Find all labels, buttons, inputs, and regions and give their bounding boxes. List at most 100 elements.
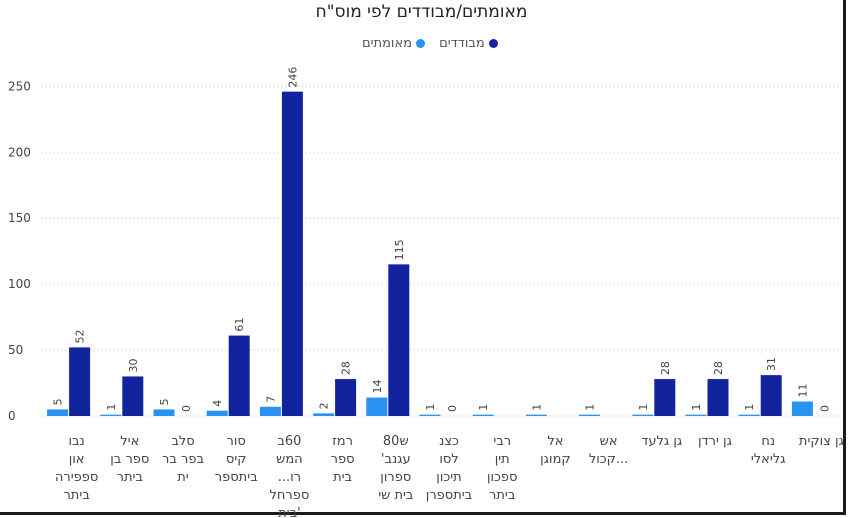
- category-label: בפר בר: [162, 452, 204, 467]
- category-label: עגנב': [381, 452, 411, 467]
- y-tick-label: 150: [8, 211, 31, 225]
- data-label-isolated: 0: [180, 405, 193, 412]
- category-label: קמוגן: [540, 452, 571, 467]
- bar-isolated: [388, 264, 410, 416]
- data-label-confirmed: 5: [52, 398, 65, 405]
- data-label-isolated: 28: [340, 361, 353, 375]
- category-label: ...קכול: [589, 452, 628, 467]
- category-label: תיכון: [436, 470, 461, 485]
- legend-item-confirmed[interactable]: מאומתים: [362, 36, 425, 51]
- category-label: כצנ: [439, 434, 459, 449]
- bar-isolated: [228, 335, 250, 416]
- bar-confirmed: [100, 414, 122, 416]
- category-label: ספר בן: [110, 452, 149, 467]
- category-label: ביתר: [63, 488, 89, 503]
- category-label: נבו: [68, 434, 84, 449]
- category-label: ספפירה: [55, 470, 98, 485]
- category-label: רו...: [278, 470, 301, 485]
- bar-isolated: [707, 379, 729, 416]
- category-label: און: [69, 452, 85, 467]
- bar-confirmed: [153, 409, 175, 416]
- bar-confirmed: [685, 414, 707, 416]
- category-label: ית: [177, 470, 189, 485]
- data-label-confirmed: 1: [584, 404, 597, 411]
- data-label-confirmed: 4: [211, 400, 224, 407]
- category-label: המש: [276, 452, 303, 467]
- category-label: סור: [227, 434, 246, 449]
- data-label-confirmed: 1: [424, 404, 437, 411]
- data-label-isolated: 0: [446, 405, 459, 412]
- bar-confirmed: [313, 413, 335, 416]
- category-label: גן צוקית: [799, 434, 844, 449]
- category-label: 'בית: [278, 506, 301, 518]
- category-label: 60ב: [277, 434, 301, 449]
- data-label-confirmed: 1: [637, 404, 650, 411]
- bar-isolated: [335, 379, 357, 416]
- bar-isolated: [281, 91, 303, 417]
- data-label-confirmed: 1: [477, 404, 490, 411]
- bar-isolated: [760, 375, 782, 416]
- legend-label-isolated: מבודדים: [439, 36, 485, 51]
- data-label-confirmed: 1: [743, 404, 756, 411]
- bar-confirmed: [738, 414, 760, 416]
- bar-confirmed: [206, 410, 228, 416]
- bar-isolated: [122, 376, 144, 416]
- category-label: גליאלי: [751, 452, 786, 467]
- legend[interactable]: מבודדים מאומתים: [352, 36, 498, 51]
- bar-confirmed: [259, 406, 281, 416]
- data-label-confirmed: 11: [796, 383, 809, 397]
- category-label: גן גלעד: [641, 434, 682, 449]
- category-label: סלב: [171, 434, 194, 449]
- data-label-isolated: 52: [74, 329, 87, 343]
- y-tick-label: 100: [8, 277, 31, 291]
- bar-isolated: [69, 347, 91, 416]
- category-label: ביתר: [117, 470, 143, 485]
- chart-title: מאומתים/מבודדים לפי מוס"ח: [315, 2, 528, 22]
- bar-confirmed: [579, 414, 601, 416]
- data-label-isolated: 246: [286, 67, 299, 88]
- category-label: רמז: [332, 434, 353, 449]
- category-label: קיס: [226, 452, 247, 467]
- category-label: ספכון: [487, 470, 518, 485]
- data-label-isolated: 28: [659, 361, 672, 375]
- legend-label-confirmed: מאומתים: [362, 36, 412, 51]
- category-label: ספרון: [380, 470, 411, 485]
- category-label: בית שי: [378, 488, 413, 503]
- y-tick-label: 250: [8, 79, 31, 93]
- bar-confirmed: [791, 401, 813, 416]
- data-label-confirmed: 5: [158, 398, 171, 405]
- data-label-confirmed: 14: [371, 380, 384, 394]
- data-label-isolated: 30: [127, 358, 140, 372]
- category-label: ספרחל: [270, 488, 310, 503]
- category-label: גן ירדן: [698, 434, 732, 449]
- legend-swatch-isolated: [488, 39, 498, 48]
- legend-item-isolated[interactable]: מבודדים: [439, 36, 498, 51]
- y-tick-label: 200: [8, 145, 31, 159]
- category-label: ביתר: [489, 488, 515, 503]
- category-label: רבי: [493, 434, 511, 449]
- data-label-isolated: 61: [233, 318, 246, 332]
- category-label: ש80: [383, 434, 409, 449]
- data-label-confirmed: 1: [105, 404, 118, 411]
- category-label: אל: [547, 434, 563, 449]
- data-label-confirmed: 1: [690, 404, 703, 411]
- category-label: ביתספרן: [426, 488, 472, 503]
- data-label-isolated: 115: [393, 239, 406, 260]
- y-tick-label: 50: [8, 343, 23, 357]
- legend-swatch-confirmed: [415, 39, 425, 48]
- bar-isolated: [654, 379, 676, 416]
- category-label: לסו: [439, 452, 458, 467]
- bar-confirmed: [525, 414, 547, 416]
- data-label-isolated: 28: [712, 361, 725, 375]
- bar-confirmed: [366, 397, 388, 416]
- data-label-confirmed: 2: [318, 402, 331, 409]
- bar-confirmed: [419, 414, 441, 416]
- bar-confirmed: [47, 409, 69, 416]
- category-label: אש: [600, 434, 618, 449]
- category-label: תין: [495, 452, 510, 467]
- category-label: נח: [761, 434, 775, 449]
- data-label-confirmed: 7: [264, 396, 277, 403]
- category-label: ספר: [331, 452, 355, 467]
